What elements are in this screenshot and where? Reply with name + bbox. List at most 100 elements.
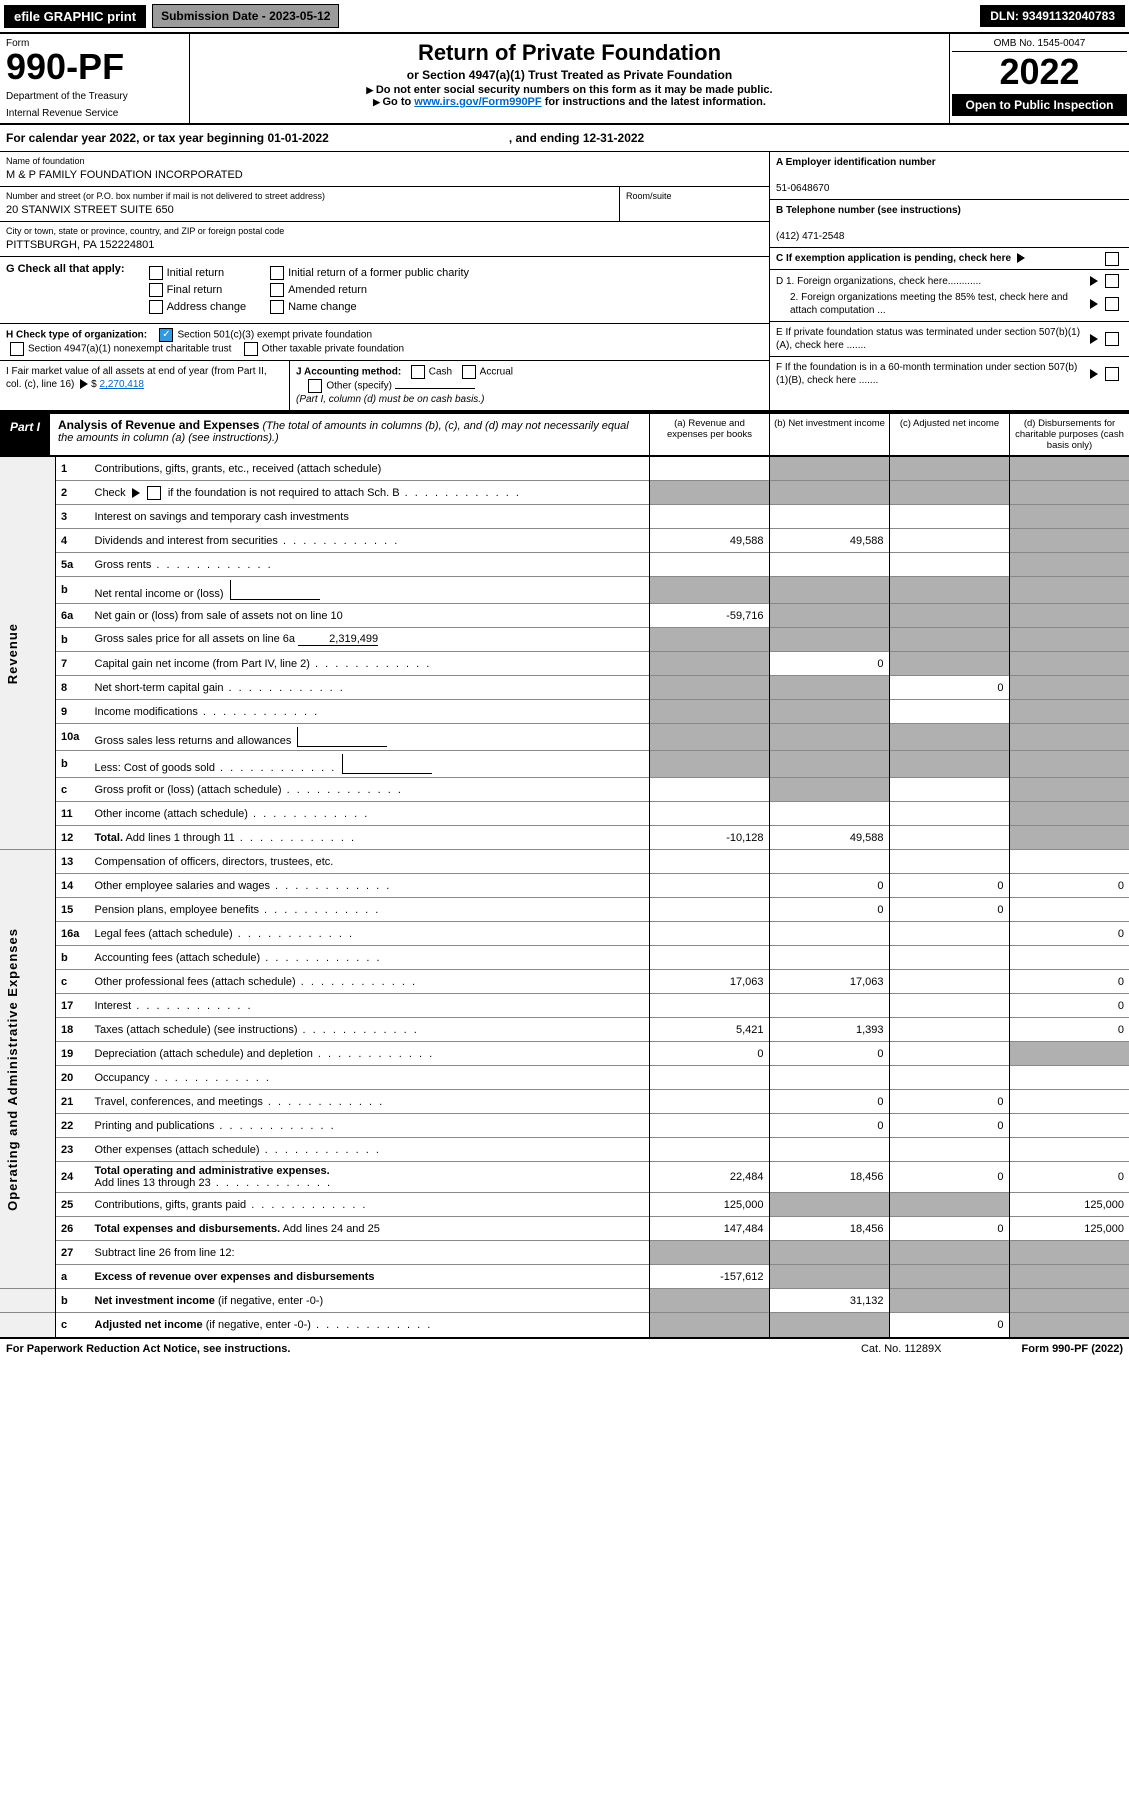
a-label: A Employer identification number <box>776 157 936 168</box>
name-label: Name of foundation <box>6 156 763 168</box>
line-24-desc: Total operating and administrative expen… <box>90 1162 650 1193</box>
line-5a-desc: Gross rents <box>90 553 650 577</box>
line-8-c: 0 <box>889 676 1009 700</box>
dept-treasury: Department of the Treasury <box>6 91 183 102</box>
line-6b-desc: Gross sales price for all assets on line… <box>90 628 650 652</box>
line-no: 14 <box>56 874 90 898</box>
line-18-b: 1,393 <box>769 1018 889 1042</box>
checkbox-sch-b[interactable] <box>147 486 161 500</box>
phone-value: (412) 471-2548 <box>776 231 844 242</box>
checkbox-amended[interactable] <box>270 283 284 297</box>
b-label: B Telephone number (see instructions) <box>776 205 961 216</box>
line-12-a: -10,128 <box>649 826 769 850</box>
line-27-desc: Subtract line 26 from line 12: <box>90 1241 650 1265</box>
line-20-desc: Occupancy <box>90 1066 650 1090</box>
j-label: J Accounting method: <box>296 367 401 378</box>
checkbox-initial-former[interactable] <box>270 266 284 280</box>
g-final: Final return <box>167 284 223 296</box>
checkbox-initial-return[interactable] <box>149 266 163 280</box>
mini-input[interactable] <box>297 727 387 747</box>
line-25-d: 125,000 <box>1009 1193 1129 1217</box>
mini-input[interactable] <box>342 754 432 774</box>
line-12-desc: Total. Add lines 1 through 11 <box>90 826 650 850</box>
line-16c-b: 17,063 <box>769 970 889 994</box>
line-no: 17 <box>56 994 90 1018</box>
arrow-icon <box>1090 334 1098 344</box>
line-no: 12 <box>56 826 90 850</box>
part1-desc: Analysis of Revenue and Expenses (The to… <box>50 414 649 455</box>
return-subtitle: or Section 4947(a)(1) Trust Treated as P… <box>196 68 943 82</box>
expenses-rotated-label: Operating and Administrative Expenses <box>0 850 56 1289</box>
line-26-b: 18,456 <box>769 1217 889 1241</box>
street-address: 20 STANWIX STREET SUITE 650 <box>6 203 613 217</box>
g-initial: Initial return <box>167 267 224 279</box>
checkbox-status-terminated[interactable] <box>1105 332 1119 346</box>
top-bar: efile GRAPHIC print Submission Date - 20… <box>0 0 1129 34</box>
submission-date-button[interactable]: Submission Date - 2023-05-12 <box>152 4 339 28</box>
foundation-name: M & P FAMILY FOUNDATION INCORPORATED <box>6 168 763 182</box>
efile-print-button[interactable]: efile GRAPHIC print <box>4 5 146 28</box>
col-b-header: (b) Net investment income <box>769 414 889 455</box>
line-10c-desc: Gross profit or (loss) (attach schedule) <box>90 778 650 802</box>
line-22-c: 0 <box>889 1114 1009 1138</box>
arrow-icon <box>1090 299 1098 309</box>
calendar-year-row: For calendar year 2022, or tax year begi… <box>0 125 1129 152</box>
checkbox-cash[interactable] <box>411 365 425 379</box>
line-no: 4 <box>56 529 90 553</box>
line-14-b: 0 <box>769 874 889 898</box>
line-5b-desc: Net rental income or (loss) <box>90 577 650 604</box>
d2-label: 2. Foreign organizations meeting the 85%… <box>776 291 1087 317</box>
line-19-desc: Depreciation (attach schedule) and deple… <box>90 1042 650 1066</box>
entity-info-grid: Name of foundation M & P FAMILY FOUNDATI… <box>0 152 1129 412</box>
j-cash: Cash <box>429 367 452 378</box>
line-no: c <box>56 778 90 802</box>
irs-link[interactable]: www.irs.gov/Form990PF <box>414 96 541 108</box>
line-16b-desc: Accounting fees (attach schedule) <box>90 946 650 970</box>
line-24-c: 0 <box>889 1162 1009 1193</box>
line-15-desc: Pension plans, employee benefits <box>90 898 650 922</box>
fmv-link[interactable]: 2,270,418 <box>99 379 144 390</box>
line-26-c: 0 <box>889 1217 1009 1241</box>
line-no: 13 <box>56 850 90 874</box>
checkbox-address-change[interactable] <box>149 300 163 314</box>
checkbox-85pct-test[interactable] <box>1105 297 1119 311</box>
checkbox-4947[interactable] <box>10 342 24 356</box>
checkbox-501c3[interactable]: ✓ <box>159 328 173 342</box>
goto-pre: Go to <box>382 96 414 108</box>
checkbox-60month[interactable] <box>1105 367 1119 381</box>
arrow-icon <box>1090 369 1098 379</box>
line-no: 18 <box>56 1018 90 1042</box>
line-10a-desc: Gross sales less returns and allowances <box>90 724 650 751</box>
checkbox-accrual[interactable] <box>462 365 476 379</box>
line-25-desc: Contributions, gifts, grants paid <box>90 1193 650 1217</box>
part1-title: Analysis of Revenue and Expenses <box>58 418 259 432</box>
line-26-d: 125,000 <box>1009 1217 1129 1241</box>
line-no: 7 <box>56 652 90 676</box>
column-headers: (a) Revenue and expenses per books (b) N… <box>649 414 1129 455</box>
ein-value: 51-0648670 <box>776 183 829 194</box>
mini-input[interactable] <box>230 580 320 600</box>
line-no: 10a <box>56 724 90 751</box>
line-no: 27 <box>56 1241 90 1265</box>
city-state-zip: PITTSBURGH, PA 152224801 <box>6 238 763 252</box>
revenue-expense-table: Revenue 1 Contributions, gifts, grants, … <box>0 457 1129 1337</box>
catalog-number: Cat. No. 11289X <box>861 1343 942 1355</box>
line-23-desc: Other expenses (attach schedule) <box>90 1138 650 1162</box>
checkbox-final-return[interactable] <box>149 283 163 297</box>
goto-post: for instructions and the latest informat… <box>545 96 766 108</box>
line-17-desc: Interest <box>90 994 650 1018</box>
col-d-header: (d) Disbursements for charitable purpose… <box>1009 414 1129 455</box>
line-7-desc: Capital gain net income (from Part IV, l… <box>90 652 650 676</box>
h-other: Other taxable private foundation <box>262 344 404 355</box>
page-footer: For Paperwork Reduction Act Notice, see … <box>0 1337 1129 1359</box>
checkbox-other-method[interactable] <box>308 379 322 393</box>
g-name: Name change <box>288 301 357 313</box>
line-no: 16a <box>56 922 90 946</box>
checkbox-foreign-org[interactable] <box>1105 274 1119 288</box>
checkbox-other-taxable[interactable] <box>244 342 258 356</box>
line-no: c <box>56 1313 90 1337</box>
checkbox-exemption-pending[interactable] <box>1105 252 1119 266</box>
checkbox-name-change[interactable] <box>270 300 284 314</box>
arrow-icon <box>1017 253 1025 263</box>
line-no: b <box>56 751 90 778</box>
